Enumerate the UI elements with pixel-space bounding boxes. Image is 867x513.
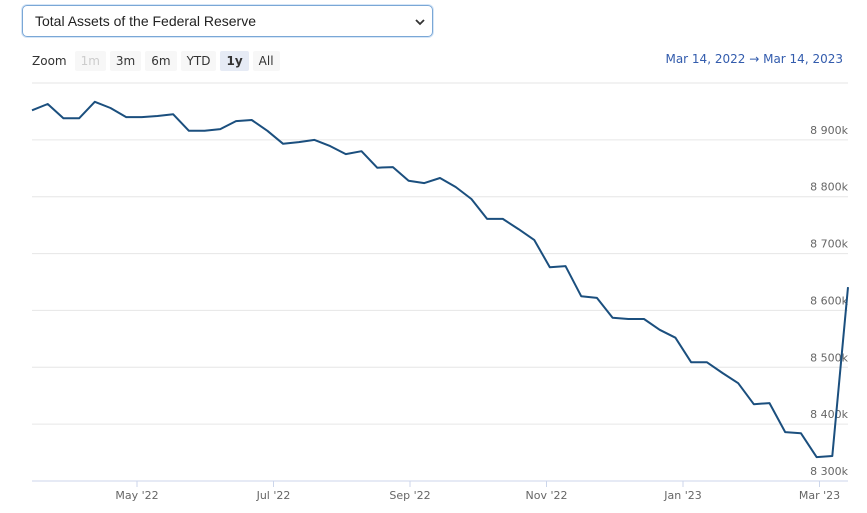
date-range: Mar 14, 2022 → Mar 14, 2023 [665, 52, 843, 66]
chevron [415, 19, 425, 26]
zoom-button[interactable]: 3m [109, 51, 142, 71]
y-tick-label: 8 500k [810, 351, 848, 364]
x-tick-label: Jul '22 [256, 489, 291, 502]
zoom-button[interactable]: 1y [220, 51, 249, 71]
x-tick-label: Nov '22 [526, 489, 568, 502]
range-to[interactable]: Mar 14, 2023 [763, 52, 843, 66]
range-from[interactable]: Mar 14, 2022 [665, 52, 746, 66]
zoom-button[interactable]: 6m [145, 51, 177, 71]
y-tick-label: 8 700k [810, 238, 848, 251]
y-tick-label: 8 400k [810, 408, 848, 421]
x-tick-label: May '22 [115, 489, 158, 502]
zoom-bar: Zoom 1m 3m 6m YTD 1y All [32, 50, 280, 72]
series-select[interactable]: Total Assets of the Federal Reserve [22, 5, 433, 37]
x-tick-label: Sep '22 [389, 489, 430, 502]
zoom-button[interactable]: YTD [180, 51, 217, 71]
series-line [31, 100, 849, 459]
y-tick-label: 8 800k [810, 181, 848, 194]
y-tick-label: 8 300k [810, 465, 848, 478]
x-tick-label: Mar '23 [799, 489, 840, 502]
y-tick-label: 8 600k [810, 294, 848, 307]
x-tick-label: Jan '23 [663, 489, 701, 502]
y-tick-label: 8 900k [810, 124, 848, 137]
zoom-button: 1m [74, 51, 106, 71]
zoom-button[interactable]: All [252, 51, 280, 71]
zoom-label: Zoom [32, 54, 67, 68]
select-label: Total Assets of the Federal Reserve [35, 13, 256, 29]
range-separator: → [749, 52, 760, 66]
